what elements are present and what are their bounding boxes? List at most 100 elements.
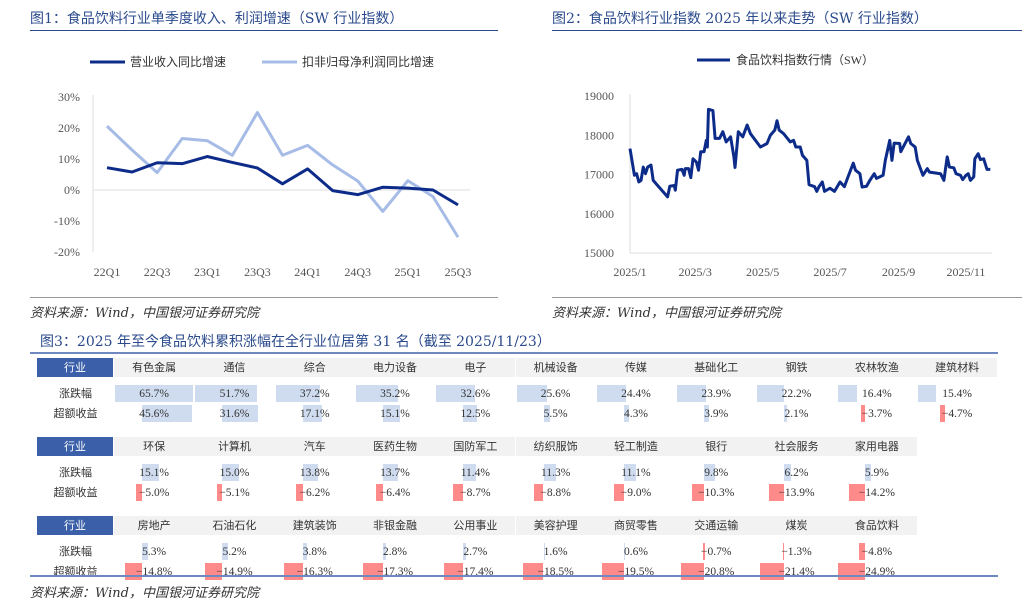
table-cell: 12.5% xyxy=(435,404,515,423)
table-cell: −13.9% xyxy=(756,483,836,502)
industry-name: 环保 xyxy=(114,437,195,456)
x-tick-label: 2025/9 xyxy=(882,265,915,279)
table-cell: −4.8% xyxy=(837,542,917,561)
negative-bar xyxy=(703,543,705,560)
industry-name: 家用电器 xyxy=(836,437,917,456)
cell-value: 12.5% xyxy=(460,408,491,420)
x-tick-label: 2025/11 xyxy=(947,265,986,279)
table-cell: −14.9% xyxy=(194,562,274,581)
positive-bar xyxy=(623,543,626,560)
table-cell: −5.0% xyxy=(114,483,194,502)
cell-value: 5.3% xyxy=(142,546,167,558)
figure1-title-rule xyxy=(30,30,498,31)
industry-name: 机械设备 xyxy=(515,358,596,377)
positive-bar xyxy=(623,464,637,481)
y-tick-label: 17000 xyxy=(584,168,614,182)
cell-value: 5.9% xyxy=(864,467,889,479)
positive-bar xyxy=(516,385,548,402)
positive-bar xyxy=(382,543,387,560)
positive-bar xyxy=(918,385,937,402)
y-tick-label: 16000 xyxy=(584,207,614,221)
row-label: 超额收益 xyxy=(53,486,98,499)
table-cell: 3.9% xyxy=(676,404,756,423)
table-cell: 5.3% xyxy=(114,542,194,561)
x-tick-label: 24Q3 xyxy=(344,265,371,279)
table-cell: 11.1% xyxy=(596,463,676,482)
cell-value: −8.8% xyxy=(540,487,571,499)
cell-value: 24.4% xyxy=(621,388,651,400)
cell-value: 35.2% xyxy=(380,388,410,400)
cell-value: 9.8% xyxy=(704,467,729,479)
table-cell: 5.5% xyxy=(516,404,596,423)
cell-value: 37.2% xyxy=(299,388,330,400)
industry-name: 商贸零售 xyxy=(595,516,677,535)
negative-bar xyxy=(939,405,945,422)
figure3-bottom-rule xyxy=(30,575,998,577)
y-tick-label: 0% xyxy=(64,183,80,197)
industry-name: 社会服务 xyxy=(756,437,837,456)
industry-name: 纺织服饰 xyxy=(515,437,596,456)
positive-bar xyxy=(142,405,193,422)
negative-bar xyxy=(453,484,464,501)
cell-value: 11.3% xyxy=(541,467,571,479)
y-tick-label: 30% xyxy=(58,90,80,104)
table-cell: 15.0% xyxy=(194,463,274,482)
negative-bar xyxy=(692,484,705,501)
x-tick-label: 25Q1 xyxy=(395,265,422,279)
index-line xyxy=(628,107,991,199)
cell-value: −6.2% xyxy=(299,487,330,499)
cell-value: 15.4% xyxy=(942,388,972,400)
positive-bar xyxy=(222,543,229,560)
y-tick-label: 19000 xyxy=(584,89,614,103)
cell-value: 15.1% xyxy=(139,467,169,479)
cell-value: −5.1% xyxy=(219,487,250,499)
industry-name: 建筑装饰 xyxy=(274,516,355,535)
row-label: 超额收益 xyxy=(53,407,98,420)
table-cell: 31.6% xyxy=(194,404,274,423)
y-tick-label: 18000 xyxy=(584,128,614,142)
positive-bar xyxy=(302,543,307,560)
negative-bar xyxy=(613,484,624,501)
figure1-chart: 30% 20% 10% 0% -10% -20% 22Q1 22Q3 23Q1 23Q3 24Q1 2… xyxy=(54,55,471,279)
table-cell: 11.3% xyxy=(516,463,596,482)
positive-bar xyxy=(677,385,706,402)
negative-bar xyxy=(859,543,865,560)
series-line-net-profit-growth xyxy=(105,111,460,238)
x-tick-label: 2025/5 xyxy=(746,265,779,279)
table-cell: 2.7% xyxy=(435,542,515,561)
figure1-title: 图1：食品饮料行业单季度收入、利润增速（SW 行业指数） xyxy=(30,11,404,27)
industry-name: 建筑材料 xyxy=(917,358,998,377)
cell-value: 13.8% xyxy=(299,467,330,479)
industry-name: 通信 xyxy=(194,358,275,377)
table-cell: −17.4% xyxy=(435,562,515,581)
table-cell: −5.1% xyxy=(194,483,274,502)
figure1-bottom-rule xyxy=(30,297,498,298)
cell-value: 11.4% xyxy=(460,467,490,479)
table-cell: 24.4% xyxy=(596,384,676,403)
table-cell: −6.4% xyxy=(355,483,435,502)
cell-value: 32.6% xyxy=(460,388,491,400)
cell-value: −5.0% xyxy=(138,487,170,499)
cell-value: 15.1% xyxy=(380,408,410,420)
positive-bar xyxy=(543,464,557,481)
cell-value: 25.6% xyxy=(540,388,571,400)
positive-bar xyxy=(355,385,399,402)
table-cell: 5.2% xyxy=(194,542,274,561)
negative-bar xyxy=(375,484,383,501)
figure2-source: 资料来源：Wind，中国银河证券研究院 xyxy=(552,306,781,321)
cell-value: −10.3% xyxy=(698,487,735,499)
positive-bar xyxy=(436,385,476,402)
industry-name: 医药生物 xyxy=(354,437,436,456)
x-tick-label: 23Q1 xyxy=(194,265,221,279)
row-label: 超额收益 xyxy=(53,565,98,578)
row-label: 涨跌幅 xyxy=(59,545,92,558)
cell-value: 65.7% xyxy=(139,388,169,400)
positive-bar xyxy=(704,464,716,481)
industry-name: 石油石化 xyxy=(194,516,275,535)
y-tick-label: 10% xyxy=(58,152,80,166)
table-cell: −16.3% xyxy=(275,562,355,581)
industry-name: 银行 xyxy=(676,437,757,456)
header-label: 行业 xyxy=(37,437,113,456)
cell-value: 2.1% xyxy=(784,408,809,420)
y-tick-label: 15000 xyxy=(584,246,614,260)
